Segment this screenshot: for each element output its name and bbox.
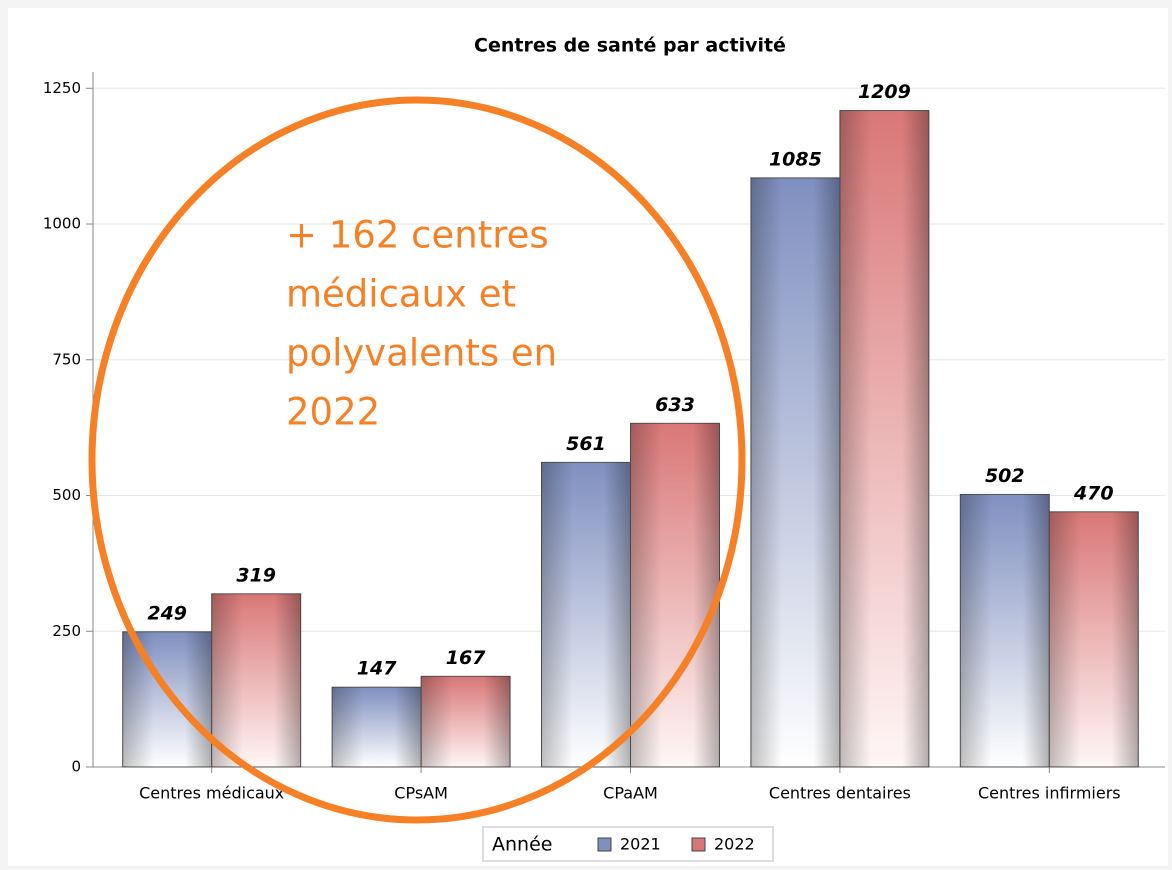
x-tick-label: Centres médicaux bbox=[139, 784, 284, 803]
y-tick-label: 1250 bbox=[43, 79, 81, 97]
legend-swatch bbox=[691, 837, 706, 852]
legend-label: 2022 bbox=[714, 835, 755, 854]
value-label: 470 bbox=[1073, 482, 1114, 504]
x-tick-label: CPsAM bbox=[394, 784, 448, 803]
x-tick-label: Centres infirmiers bbox=[978, 784, 1121, 803]
bar-shade bbox=[960, 494, 1050, 767]
bar-shade bbox=[421, 676, 511, 767]
value-label: 502 bbox=[985, 465, 1025, 487]
legend-label: 2021 bbox=[620, 835, 661, 854]
y-tick-label: 750 bbox=[52, 350, 81, 368]
annotation: médicaux et bbox=[286, 273, 516, 316]
bar-shade bbox=[541, 462, 631, 767]
annotation: + 162 centres bbox=[286, 214, 549, 257]
x-tick-label: Centres dentaires bbox=[769, 784, 911, 803]
value-label: 1085 bbox=[769, 148, 822, 170]
value-label: 249 bbox=[147, 602, 187, 624]
bar-shade bbox=[1049, 511, 1139, 767]
y-tick-label: 1000 bbox=[43, 215, 81, 233]
value-label: 633 bbox=[655, 394, 695, 416]
value-label: 561 bbox=[566, 433, 606, 455]
bar-shade bbox=[839, 110, 929, 767]
y-tick-label: 500 bbox=[52, 486, 81, 504]
value-label: 147 bbox=[357, 658, 397, 680]
value-label: 1209 bbox=[858, 81, 911, 103]
y-tick-label: 0 bbox=[71, 758, 81, 776]
value-label: 319 bbox=[236, 564, 276, 586]
bar-shade bbox=[750, 177, 840, 767]
x-tick-label: CPaAM bbox=[603, 784, 658, 803]
annotation: polyvalents en bbox=[286, 332, 557, 375]
annotation: 2022 bbox=[286, 391, 380, 434]
y-tick-label: 250 bbox=[52, 622, 81, 640]
highlight-ellipse bbox=[88, 96, 746, 824]
legend-title: Année bbox=[492, 834, 552, 856]
bar-shade bbox=[122, 631, 212, 767]
bar-shade bbox=[332, 687, 422, 767]
chart-title: Centres de santé par activité bbox=[474, 35, 786, 57]
legend-box bbox=[482, 826, 774, 862]
legend-swatch bbox=[597, 837, 612, 852]
value-label: 167 bbox=[446, 647, 486, 669]
bar-shade bbox=[211, 593, 301, 767]
bar-shade bbox=[630, 423, 720, 767]
